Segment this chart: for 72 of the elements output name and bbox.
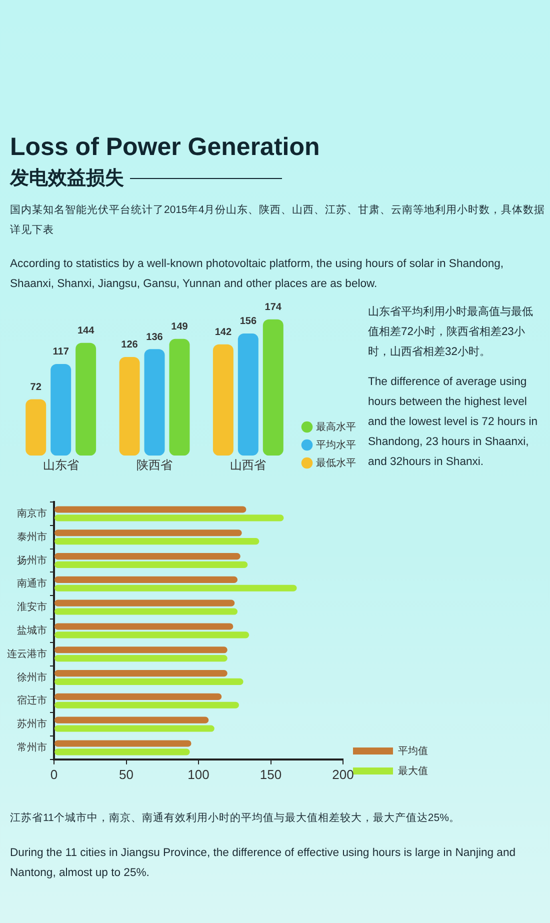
text: According to statistics by a well-known photovoltaic platform, the using hours of solar in Shandong, Shaanxi, Shanxi, Jiangsu, Gansu, Yunnan and other places are as below. xyxy=(10,257,505,292)
bar xyxy=(54,740,192,747)
y-tick-label: 扬州市 xyxy=(17,554,47,566)
bar xyxy=(262,319,284,456)
text: During the 11 cities in Jiangsu Province, the difference of effective using hours is large in Nanjing and Nantong, almost up to 25%. xyxy=(10,846,517,881)
legend-label: 平均水平 xyxy=(316,438,356,451)
bar xyxy=(54,623,234,630)
data-label: 156 xyxy=(240,316,257,328)
text: 江苏省11个城市中，南京、南通有效利用小时的平均值与最大值相差较大，最大产值达25%。 xyxy=(10,811,461,826)
data-label: 126 xyxy=(121,340,138,351)
bar xyxy=(54,584,297,592)
y-tick-label: 盐城市 xyxy=(17,624,47,636)
data-label: 144 xyxy=(77,326,95,337)
bar xyxy=(54,693,222,700)
y-tick-label: 连云港市 xyxy=(7,648,47,660)
data-label: 136 xyxy=(146,332,164,343)
legend-label: 最大值 xyxy=(398,764,428,777)
bar xyxy=(54,725,214,732)
bar xyxy=(54,506,246,513)
y-tick-label: 常州市 xyxy=(17,741,47,754)
x-tick-label: 50 xyxy=(119,766,134,782)
bar xyxy=(212,344,234,456)
x-tick-label: 150 xyxy=(260,766,282,782)
legend-label: 最低水平 xyxy=(316,456,356,469)
y-tick-label: 南京市 xyxy=(17,507,47,520)
bar xyxy=(76,342,96,456)
y-tick-label: 宿迁市 xyxy=(17,694,47,707)
legend-label: 平均值 xyxy=(398,744,428,757)
y-tick-label: 苏州市 xyxy=(17,718,47,730)
bar xyxy=(54,670,228,677)
bar xyxy=(169,338,190,456)
text: 山东省平均利用小时最高值与最低值相差72小时，陕西省相差23小时，山西省相差32小时。 xyxy=(368,304,534,360)
bar xyxy=(54,655,228,662)
bar xyxy=(54,576,238,583)
x-tick-label: 0 xyxy=(50,766,58,782)
bar xyxy=(54,608,238,615)
text: The difference of average using hours between the highest level and the lowest level is 72 hours in Shandong, 23 hours in Shaanxi, and 32hours in Shanxi. xyxy=(368,375,539,470)
data-label: 117 xyxy=(52,346,70,358)
bar xyxy=(54,561,248,568)
data-label: 174 xyxy=(264,302,282,314)
x-tick-label: 山东省 xyxy=(42,458,79,472)
bar xyxy=(54,538,260,545)
bar xyxy=(54,514,284,522)
x-tick-label: 陕西省 xyxy=(136,458,172,472)
bar xyxy=(54,678,244,685)
bar xyxy=(54,646,228,654)
y-tick-label: 泰州市 xyxy=(17,530,47,543)
bar xyxy=(50,364,72,456)
bar xyxy=(54,702,239,708)
x-tick-label: 100 xyxy=(188,766,210,782)
bar xyxy=(144,349,165,456)
data-label: 149 xyxy=(171,322,188,333)
bar xyxy=(54,553,240,560)
bar xyxy=(54,716,209,724)
text: 国内某知名智能光伏平台统计了2015年4月份山东、陕西、山西、江苏、甘肃、云南等地利用小时数，具体数据详见下表 xyxy=(10,203,546,238)
bar xyxy=(54,600,235,606)
chart-title: Loss of Power Generation xyxy=(10,133,320,162)
y-tick-label: 徐州市 xyxy=(17,671,47,684)
y-tick-label: 淮安市 xyxy=(17,601,47,614)
x-tick-label: 山西省 xyxy=(230,458,266,472)
bar xyxy=(238,333,258,456)
bar xyxy=(119,356,140,456)
y-tick-label: 南通市 xyxy=(17,578,47,590)
bar xyxy=(54,632,250,638)
x-tick-label: 200 xyxy=(332,766,354,782)
data-label: 142 xyxy=(214,327,232,338)
bar xyxy=(54,530,242,536)
chart-subtitle: 发电效益损失 xyxy=(10,167,124,191)
legend-label: 最高水平 xyxy=(316,420,356,433)
bar xyxy=(54,748,190,756)
bar xyxy=(26,399,46,456)
data-label: 72 xyxy=(30,382,42,393)
